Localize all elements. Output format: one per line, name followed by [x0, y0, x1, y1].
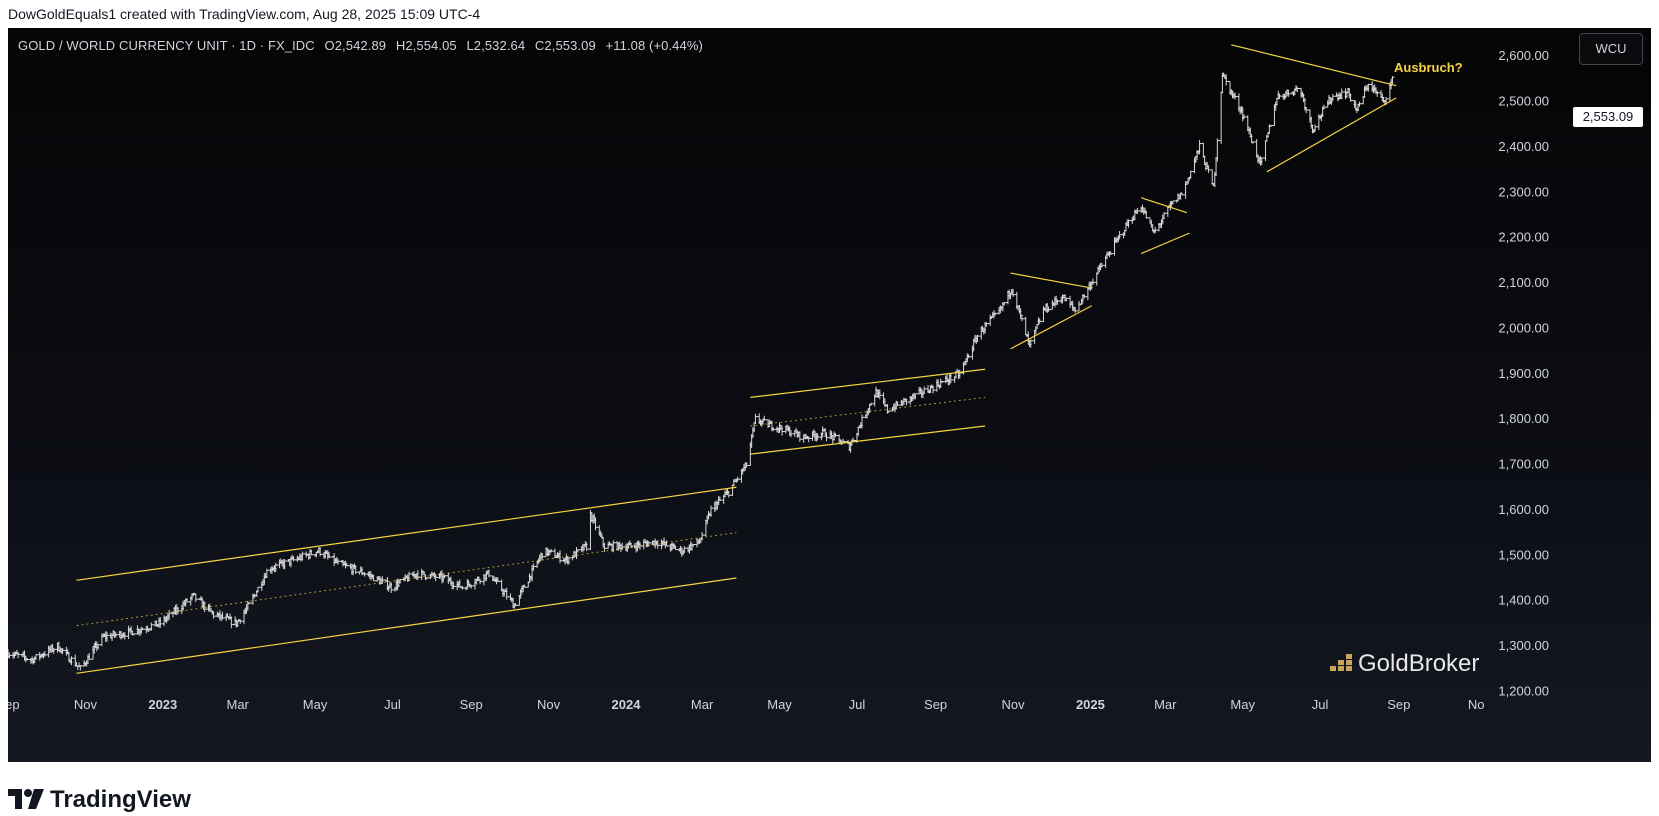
y-tick-label: 1,600.00	[1498, 502, 1549, 517]
currency-unit-button[interactable]: WCU	[1579, 33, 1643, 65]
pattern-layer: Ausbruch?	[76, 44, 1463, 674]
x-tick-label: Nov	[537, 697, 561, 712]
x-tick-label: 2024	[612, 697, 642, 712]
x-tick-label: May	[767, 697, 792, 712]
y-tick-label: 1,500.00	[1498, 547, 1549, 562]
symbol-name[interactable]: GOLD / WORLD CURRENCY UNIT · 1D · FX_IDC	[18, 38, 315, 53]
x-tick-label: Nov	[1001, 697, 1025, 712]
breakout-annotation: Ausbruch?	[1394, 60, 1463, 75]
x-tick-label: No	[1468, 697, 1485, 712]
x-tick-label: Sep	[924, 697, 947, 712]
goldbroker-watermark: GoldBroker	[1330, 650, 1479, 678]
candle-layer	[8, 72, 1395, 671]
y-tick-label: 1,200.00	[1498, 683, 1549, 698]
tradingview-footer[interactable]: TradingView	[8, 786, 191, 814]
flag-lower-line	[750, 425, 986, 455]
goldbroker-text: GoldBroker	[1358, 650, 1480, 677]
y-tick-label: 2,100.00	[1498, 275, 1549, 290]
triangle2-upper-line	[1140, 197, 1188, 214]
x-tick-label: Jul	[849, 697, 866, 712]
y-tick-label: 1,700.00	[1498, 457, 1549, 472]
x-tick-label: Sep	[8, 697, 20, 712]
y-tick-label: 2,600.00	[1498, 48, 1549, 63]
time-axis: Sep Nov 2023 Mar May Jul Sep Nov 2024 Mar May Jul Se…	[8, 697, 1485, 712]
x-tick-label: May	[303, 697, 328, 712]
x-tick-label: Mar	[691, 697, 714, 712]
last-price-label: 2,553.09	[1573, 107, 1643, 127]
flag-middle-line	[750, 396, 986, 427]
y-tick-label: 2,200.00	[1498, 230, 1549, 245]
tradingview-text: TradingView	[50, 786, 191, 813]
x-tick-label: 2023	[148, 697, 177, 712]
y-tick-label: 2,000.00	[1498, 320, 1549, 335]
triangle3-lower-line	[1266, 97, 1397, 173]
y-tick-label: 2,300.00	[1498, 184, 1549, 199]
change-value: +11.08 (+0.44%)	[605, 38, 703, 53]
symbol-legend: GOLD / WORLD CURRENCY UNIT · 1D · FX_IDC…	[18, 38, 709, 53]
triangle1-upper-line	[1010, 272, 1090, 289]
x-tick-label: May	[1230, 697, 1255, 712]
y-tick-label: 1,900.00	[1498, 366, 1549, 381]
x-tick-label: Mar	[226, 697, 249, 712]
close-value: C2,553.09	[534, 38, 596, 53]
triangle3-upper-line	[1231, 44, 1397, 87]
chart-panel[interactable]: Ausbruch? 1,200.00 1,300.00 1,400.00 1,500.…	[8, 28, 1651, 762]
y-tick-label: 1,300.00	[1498, 638, 1549, 653]
x-tick-label: Jul	[1312, 697, 1329, 712]
triangle2-lower-line	[1140, 232, 1190, 255]
y-tick-label: 2,400.00	[1498, 139, 1549, 154]
x-tick-label: Sep	[1387, 697, 1410, 712]
goldbroker-logo-icon	[1330, 654, 1352, 671]
x-tick-label: Nov	[74, 697, 98, 712]
flag-upper-line	[750, 368, 986, 398]
y-tick-label: 2,500.00	[1498, 94, 1549, 109]
chart-credit: DowGoldEquals1 created with TradingView.…	[8, 6, 481, 22]
price-chart[interactable]: Ausbruch? 1,200.00 1,300.00 1,400.00 1,500.…	[8, 28, 1651, 762]
triangle1-lower-line	[1010, 305, 1092, 350]
channel-lower-line	[76, 577, 737, 674]
low-value: L2,532.64	[466, 38, 526, 53]
x-tick-label: 2025	[1076, 697, 1105, 712]
open-value: O2,542.89	[324, 38, 387, 53]
high-value: H2,554.05	[395, 38, 457, 53]
y-tick-label: 1,400.00	[1498, 593, 1549, 608]
tradingview-logo-icon	[8, 789, 44, 809]
x-tick-label: Mar	[1154, 697, 1177, 712]
y-tick-label: 1,800.00	[1498, 411, 1549, 426]
channel-upper-line	[76, 486, 737, 581]
channel-middle-line	[76, 532, 737, 627]
x-tick-label: Jul	[384, 697, 401, 712]
x-tick-label: Sep	[460, 697, 483, 712]
price-axis: 1,200.00 1,300.00 1,400.00 1,500.00 1,600.00…	[1498, 48, 1549, 698]
